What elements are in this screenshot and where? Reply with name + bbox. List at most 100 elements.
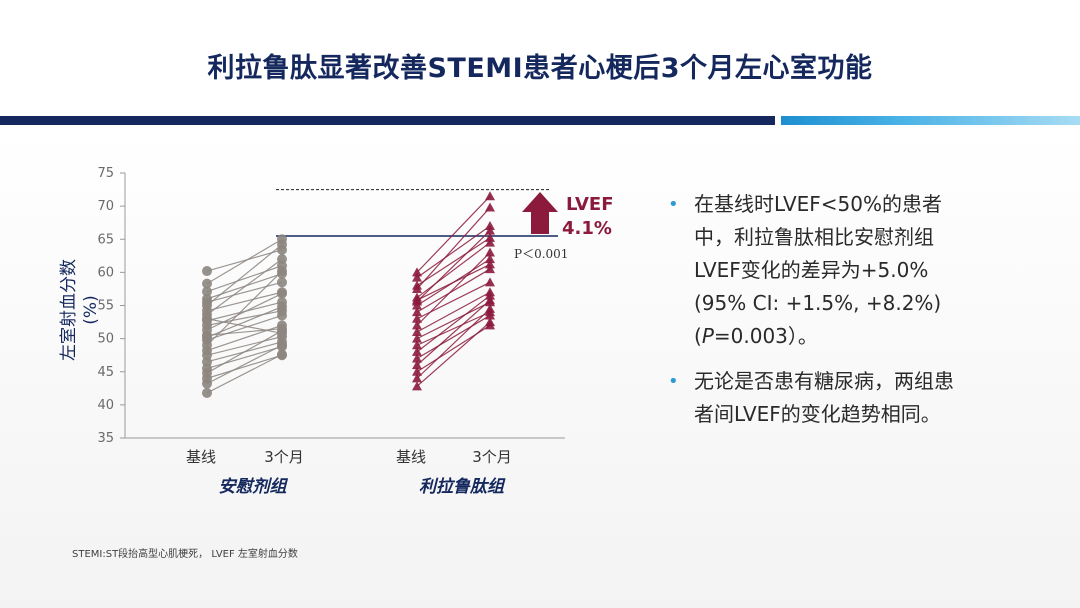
bullet-list: • 在基线时LVEF<50%的患者 中，利拉鲁肽相比安慰剂组 LVEF变化的差异…: [668, 188, 1068, 443]
data-point: [485, 310, 495, 320]
bullet-item-1: • 在基线时LVEF<50%的患者 中，利拉鲁肽相比安慰剂组 LVEF变化的差异…: [668, 188, 1068, 353]
series-line: [206, 354, 283, 379]
series-line: [206, 293, 283, 331]
y-axis-label-line: 左室射血分数: [59, 259, 79, 361]
series-line: [206, 330, 283, 374]
data-point: [412, 267, 422, 277]
series-line: [206, 353, 283, 394]
y-tick-label: 35: [97, 431, 114, 446]
data-point: [412, 340, 422, 350]
data-point: [412, 320, 422, 330]
header-rule-gap: [775, 116, 781, 125]
y-axis-label-line: (%): [81, 295, 101, 324]
data-point: [412, 333, 422, 343]
bullet-1-line-3: LVEF变化的差异为+5.0%: [694, 258, 929, 282]
group-label: 利拉鲁肽组: [419, 477, 506, 497]
data-point: [412, 353, 422, 363]
data-point: [485, 191, 495, 201]
series-line: [416, 263, 491, 301]
up-arrow-icon: [522, 192, 558, 234]
data-point: [412, 272, 422, 282]
series-line: [416, 225, 491, 279]
series-line: [416, 281, 491, 320]
data-point: [485, 237, 495, 247]
footnote: STEMI:ST段抬高型心肌梗死， LVEF 左室射血分数: [72, 549, 298, 560]
series-line: [416, 242, 491, 299]
series-line: [206, 291, 283, 312]
x-tick-label: 3个月: [472, 448, 512, 466]
series-line: [416, 230, 491, 302]
p-suffix: =0.003）。: [713, 324, 818, 348]
series-line: [206, 314, 283, 341]
y-tick-label: 60: [97, 265, 114, 280]
y-tick-label: 55: [97, 299, 114, 314]
group-label: 安慰剂组: [219, 477, 289, 497]
data-point: [485, 225, 495, 235]
series-line: [206, 318, 283, 334]
data-point: [412, 373, 422, 383]
y-axis-label: 左室射血分数 (%): [59, 259, 101, 361]
y-tick-label: 40: [97, 398, 114, 413]
data-point: [485, 264, 495, 274]
bullet-2-line-1: 无论是否患有糖尿病，两组患: [694, 369, 954, 393]
data-point: [202, 313, 212, 324]
series-line: [206, 344, 283, 385]
data-point: [485, 221, 495, 230]
header-rule-light: [781, 116, 1080, 125]
data-point: [485, 290, 495, 300]
bullet-dot-icon: •: [668, 194, 679, 215]
series-line: [416, 308, 491, 379]
data-point: [412, 280, 422, 290]
data-point: [485, 254, 495, 264]
annotation-label: LVEF: [566, 194, 614, 215]
data-point: [412, 307, 422, 317]
data-point: [202, 286, 212, 297]
y-tick-label: 50: [97, 332, 114, 347]
p-prefix: (: [694, 324, 702, 348]
x-tick-label: 3个月: [264, 448, 304, 466]
data-point: [277, 328, 287, 339]
data-point: [412, 381, 422, 391]
series-line: [206, 310, 283, 326]
data-point: [485, 317, 495, 327]
data-point: [277, 277, 287, 288]
data-point: [412, 346, 422, 356]
bullet-1-line-2: 中，利拉鲁肽相比安慰剂组: [694, 225, 934, 249]
header-rule-dark: [0, 116, 775, 125]
data-point: [485, 232, 495, 242]
data-point: [277, 239, 287, 250]
x-tick-label: 基线: [186, 448, 216, 466]
series-line: [206, 244, 283, 306]
y-tick-label: 45: [97, 365, 114, 380]
data-point: [412, 295, 422, 305]
data-point: [202, 387, 212, 398]
p-value-label: P＜0.001: [514, 247, 568, 261]
series-line: [416, 295, 491, 353]
series-line: [206, 258, 283, 316]
data-point: [277, 340, 287, 351]
data-point: [202, 332, 212, 343]
data-point: [485, 295, 495, 305]
data-point: [202, 300, 212, 311]
series-line: [416, 321, 491, 387]
bullet-dot-icon: •: [668, 371, 679, 392]
slide-title: 利拉鲁肽显著改善STEMI患者心梗后3个月左心室功能: [207, 53, 873, 84]
bullet-1-line-5: (P=0.003）。: [694, 320, 1068, 353]
series-line: [416, 311, 491, 346]
data-point: [202, 278, 212, 289]
data-point: [412, 327, 422, 336]
series-line: [206, 281, 283, 303]
y-tick-label: 70: [97, 199, 114, 214]
series-line: [416, 207, 491, 290]
data-point: [277, 288, 287, 299]
data-point: [485, 277, 495, 287]
series-line: [416, 252, 491, 326]
data-point: [202, 378, 212, 389]
data-point: [412, 300, 422, 310]
bullet-1-line-4: (95% CI: +1.5%, +8.2%): [694, 291, 942, 315]
data-point: [277, 266, 287, 277]
p-italic: P: [701, 324, 714, 348]
series-line: [416, 299, 491, 366]
data-point: [277, 349, 287, 360]
data-point: [485, 202, 495, 212]
